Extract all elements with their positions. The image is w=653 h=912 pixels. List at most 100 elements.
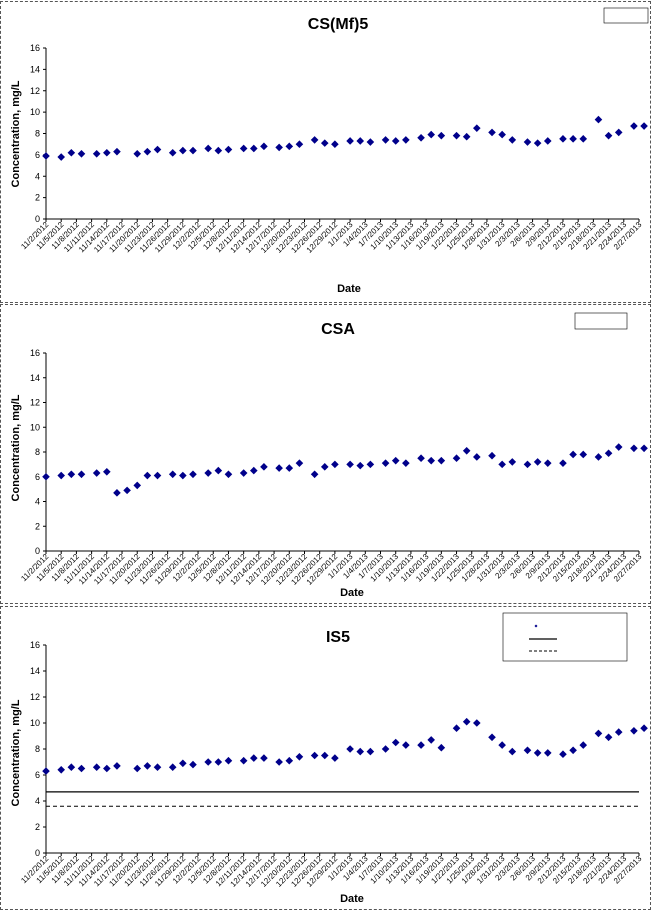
data-point <box>498 460 506 469</box>
x-axis-label: Date <box>337 283 361 295</box>
data-point <box>473 124 481 132</box>
data-point <box>381 459 390 467</box>
data-point <box>285 464 294 472</box>
chart-svg: IS5 Date Concentration, mg/L 0 2 4 6 8 10 12 14… <box>10 612 648 905</box>
data-point <box>366 460 375 469</box>
y-tick-label: 16 <box>30 43 40 53</box>
data-point <box>250 144 258 153</box>
y-tick-label: 6 <box>35 150 40 160</box>
legend-box <box>574 312 628 330</box>
chart-panel-csa: CSA Date Concentration, mg/L 0 2 4 6 8 10 12 14… <box>0 304 651 604</box>
data-point <box>630 122 638 130</box>
y-tick-label: 0 <box>35 848 40 858</box>
data-point <box>346 460 354 469</box>
data-point <box>533 139 542 147</box>
y-tick-label: 8 <box>35 744 40 754</box>
data-point <box>498 130 506 139</box>
data-point <box>42 767 50 775</box>
data-point <box>103 468 111 476</box>
legend-box <box>502 612 628 662</box>
data-point <box>473 719 481 727</box>
data-point <box>310 136 319 144</box>
data-point <box>437 131 446 140</box>
data-point <box>77 470 86 479</box>
data-point <box>133 764 142 773</box>
data-point <box>452 131 461 140</box>
data-point <box>224 756 233 765</box>
y-tick-label: 14 <box>30 64 40 74</box>
data-point <box>67 763 76 771</box>
data-point <box>179 759 187 768</box>
y-tick-label: 6 <box>35 472 40 482</box>
data-point <box>204 469 212 477</box>
data-point <box>523 460 532 469</box>
data-point <box>103 148 111 157</box>
data-point <box>594 115 603 124</box>
y-tick-label: 10 <box>30 107 40 117</box>
data-point <box>523 138 532 146</box>
data-point <box>614 728 623 736</box>
data-point <box>543 459 552 467</box>
data-point <box>179 146 187 155</box>
chart-title: IS5 <box>326 629 350 646</box>
data-point <box>250 466 258 475</box>
data-point <box>427 130 435 139</box>
data-point <box>356 137 365 145</box>
data-point <box>462 132 471 141</box>
data-point <box>437 743 446 752</box>
data-point <box>189 470 197 479</box>
data-point <box>295 753 304 761</box>
data-point <box>239 756 248 765</box>
data-point <box>204 144 212 153</box>
y-tick-label: 10 <box>30 422 40 432</box>
chart-title: CSA <box>321 321 355 338</box>
data-point <box>168 148 177 157</box>
data-point <box>427 736 435 744</box>
y-tick-label: 4 <box>35 171 40 181</box>
data-point <box>189 146 197 155</box>
data-point <box>356 747 365 756</box>
data-point <box>320 139 329 147</box>
data-point <box>402 741 410 749</box>
data-point <box>452 724 461 732</box>
data-point <box>67 470 76 479</box>
data-point <box>473 453 481 461</box>
y-tick-label: 12 <box>30 86 40 96</box>
data-point <box>153 145 162 154</box>
data-point <box>630 727 638 735</box>
data-point <box>533 749 542 757</box>
data-point <box>113 147 121 156</box>
data-point <box>640 122 648 130</box>
data-point <box>113 489 121 497</box>
data-point <box>366 747 375 756</box>
data-point <box>498 741 506 749</box>
y-tick-label: 12 <box>30 398 40 408</box>
data-point <box>559 459 567 467</box>
y-tick-label: 12 <box>30 692 40 702</box>
data-point <box>543 137 552 145</box>
data-point <box>488 733 496 742</box>
y-tick-label: 6 <box>35 770 40 780</box>
y-tick-label: 0 <box>35 214 40 224</box>
data-point <box>153 471 162 480</box>
data-point <box>569 450 577 459</box>
data-point <box>275 464 283 472</box>
data-point <box>579 450 588 459</box>
data-point <box>133 150 142 158</box>
y-tick-label: 14 <box>30 666 40 676</box>
data-point <box>523 746 532 755</box>
data-point <box>381 136 390 144</box>
data-point <box>356 461 365 470</box>
data-point <box>614 128 623 137</box>
y-tick-label: 2 <box>35 521 40 531</box>
data-point <box>346 745 354 753</box>
data-point <box>57 153 66 161</box>
y-tick-label: 14 <box>30 373 40 383</box>
data-point <box>57 471 66 480</box>
data-point <box>224 145 233 154</box>
data-point <box>640 724 648 732</box>
y-axis-label: Concentration, mg/L <box>10 699 22 806</box>
data-point <box>189 760 197 769</box>
y-tick-label: 8 <box>35 129 40 139</box>
data-point <box>604 131 613 140</box>
